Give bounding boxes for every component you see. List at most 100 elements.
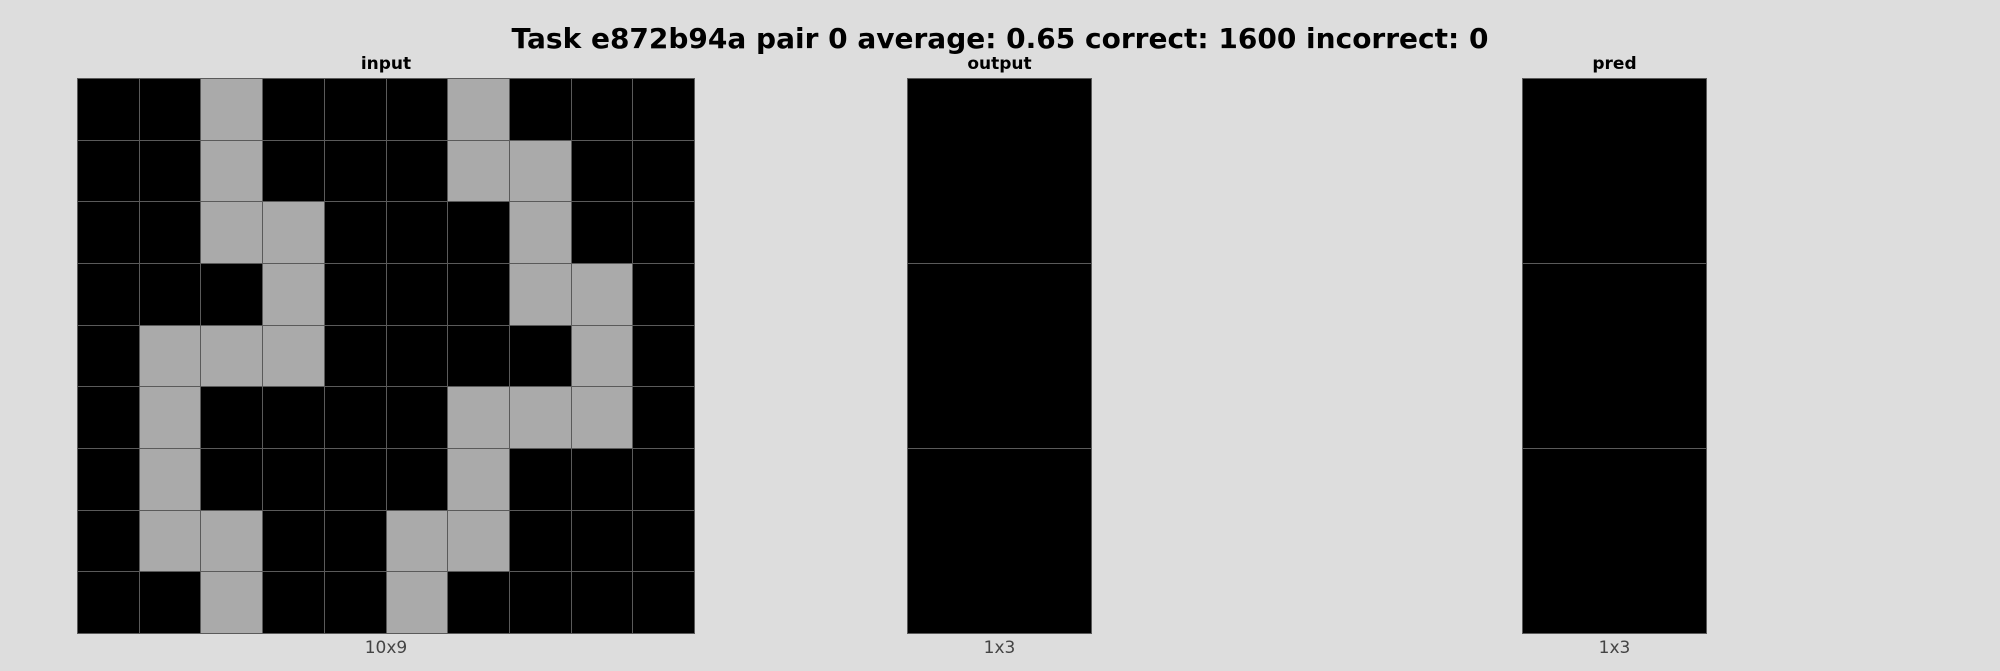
input-cell-r5-c0	[78, 387, 139, 448]
input-cell-r2-c9	[633, 202, 694, 263]
input-cell-r3-c4	[324, 264, 386, 325]
input-cell-r4-c6	[448, 325, 509, 387]
input-cell-r0-c0	[78, 79, 139, 140]
input-cell-r3-c6	[448, 264, 509, 325]
input-cell-r8-c9	[633, 572, 694, 633]
input-cell-r6-c0	[78, 449, 139, 510]
output-dims-label: 1x3	[983, 638, 1016, 658]
pred-cell-r1-c0	[1523, 264, 1706, 448]
input-cell-r1-c2	[201, 140, 263, 202]
page-title: Task e872b94a pair 0 average: 0.65 corre…	[511, 22, 1489, 55]
input-cell-r4-c3	[263, 325, 324, 387]
input-cell-r3-c2	[201, 264, 263, 325]
input-cell-r7-c3	[263, 510, 324, 572]
input-cell-r5-c1	[139, 387, 201, 448]
input-cell-r8-c3	[263, 572, 324, 633]
input-cell-r6-c9	[633, 449, 694, 510]
output-cell-r2-c0	[908, 449, 1091, 633]
input-cell-r7-c9	[633, 510, 694, 572]
input-cell-r6-c1	[139, 449, 201, 510]
input-cell-r4-c5	[386, 325, 448, 387]
input-cell-r4-c0	[78, 325, 139, 387]
input-cell-r4-c9	[633, 325, 694, 387]
input-cell-r0-c9	[633, 79, 694, 140]
input-cell-r0-c2	[201, 79, 263, 140]
input-cell-r3-c5	[386, 264, 448, 325]
pred-grid	[1522, 78, 1707, 634]
input-cell-r1-c3	[263, 140, 324, 202]
input-cell-r5-c5	[386, 387, 448, 448]
input-cell-r8-c1	[139, 572, 201, 633]
input-cell-r6-c5	[386, 449, 448, 510]
pred-panel-title: pred	[1592, 54, 1637, 74]
input-cell-r4-c7	[509, 325, 571, 387]
input-cell-r3-c0	[78, 264, 139, 325]
input-cell-r1-c1	[139, 140, 201, 202]
input-cell-r0-c5	[386, 79, 448, 140]
output-cell-r1-c0	[908, 264, 1091, 448]
input-cell-r8-c6	[448, 572, 509, 633]
input-cell-r3-c3	[263, 264, 324, 325]
input-cell-r7-c0	[78, 510, 139, 572]
input-cell-r1-c5	[386, 140, 448, 202]
input-cell-r5-c9	[633, 387, 694, 448]
input-cell-r7-c2	[201, 510, 263, 572]
input-cell-r7-c1	[139, 510, 201, 572]
input-cell-r0-c7	[509, 79, 571, 140]
input-cell-r8-c5	[386, 572, 448, 633]
input-cell-r6-c2	[201, 449, 263, 510]
input-cell-r5-c7	[509, 387, 571, 448]
input-cell-r3-c7	[509, 264, 571, 325]
input-cell-r1-c8	[571, 140, 633, 202]
input-cell-r5-c8	[571, 387, 633, 448]
output-panel-title: output	[967, 54, 1032, 74]
input-cell-r0-c3	[263, 79, 324, 140]
input-cell-r7-c5	[386, 510, 448, 572]
input-cell-r7-c7	[509, 510, 571, 572]
input-cell-r2-c5	[386, 202, 448, 263]
input-cell-r2-c1	[139, 202, 201, 263]
pred-dims-label: 1x3	[1598, 638, 1631, 658]
input-cell-r2-c3	[263, 202, 324, 263]
input-cell-r6-c7	[509, 449, 571, 510]
input-cell-r1-c9	[633, 140, 694, 202]
input-cell-r5-c3	[263, 387, 324, 448]
input-cell-r8-c7	[509, 572, 571, 633]
input-cell-r1-c4	[324, 140, 386, 202]
input-cell-r2-c7	[509, 202, 571, 263]
input-cell-r8-c4	[324, 572, 386, 633]
input-cell-r8-c0	[78, 572, 139, 633]
pred-cell-r2-c0	[1523, 449, 1706, 633]
input-cell-r4-c2	[201, 325, 263, 387]
input-cell-r2-c6	[448, 202, 509, 263]
input-cell-r5-c2	[201, 387, 263, 448]
input-cell-r4-c1	[139, 325, 201, 387]
input-cell-r6-c8	[571, 449, 633, 510]
input-cell-r5-c4	[324, 387, 386, 448]
input-cell-r1-c0	[78, 140, 139, 202]
input-cell-r1-c7	[509, 140, 571, 202]
input-dims-label: 10x9	[364, 638, 408, 658]
input-cell-r2-c4	[324, 202, 386, 263]
input-cell-r6-c3	[263, 449, 324, 510]
input-cell-r0-c8	[571, 79, 633, 140]
input-cell-r4-c4	[324, 325, 386, 387]
input-cell-r8-c2	[201, 572, 263, 633]
input-cell-r3-c8	[571, 264, 633, 325]
input-cell-r0-c1	[139, 79, 201, 140]
input-cell-r2-c2	[201, 202, 263, 263]
input-cell-r2-c0	[78, 202, 139, 263]
input-cell-r1-c6	[448, 140, 509, 202]
input-cell-r7-c6	[448, 510, 509, 572]
input-panel-title: input	[360, 54, 412, 74]
input-cell-r7-c4	[324, 510, 386, 572]
input-cell-r6-c4	[324, 449, 386, 510]
input-cell-r3-c1	[139, 264, 201, 325]
input-cell-r6-c6	[448, 449, 509, 510]
input-cell-r5-c6	[448, 387, 509, 448]
output-cell-r0-c0	[908, 79, 1091, 263]
input-cell-r0-c6	[448, 79, 509, 140]
input-cell-r3-c9	[633, 264, 694, 325]
output-grid	[907, 78, 1092, 634]
input-cell-r7-c8	[571, 510, 633, 572]
